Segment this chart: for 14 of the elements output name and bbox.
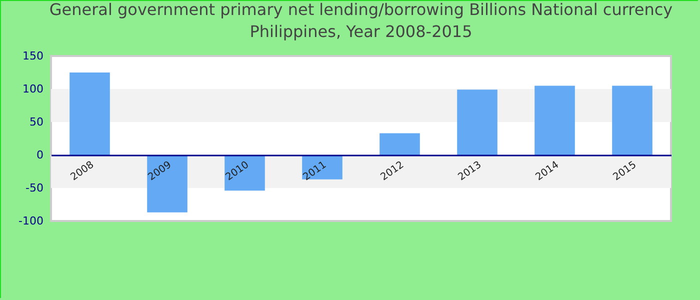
bar xyxy=(147,155,188,212)
bar xyxy=(612,86,652,155)
y-tick-label: 150 xyxy=(22,50,44,62)
y-tick-label: 100 xyxy=(22,82,44,96)
chart-title: General government primary net lending/borrowing Billions National currency xyxy=(49,0,673,19)
y-tick-label: -50 xyxy=(26,182,44,194)
y-tick-label: -100 xyxy=(18,214,44,228)
chart-subtitle: Philippines, Year 2008-2015 xyxy=(250,22,472,41)
bar xyxy=(534,86,575,155)
y-tick-label: 50 xyxy=(30,116,44,128)
y-tick-label: 0 xyxy=(36,148,44,162)
bar xyxy=(457,90,498,155)
bar xyxy=(380,133,420,155)
bar xyxy=(70,72,110,155)
